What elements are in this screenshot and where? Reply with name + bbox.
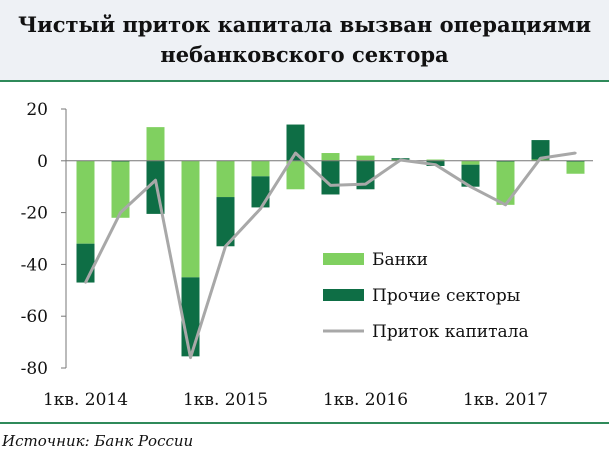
bar-other-7 <box>286 124 305 161</box>
bar-other-12 <box>461 164 480 187</box>
y-tick-label: -20 <box>21 204 48 224</box>
bar-banks-1 <box>76 160 95 244</box>
point-capital-flow-7 <box>294 151 297 155</box>
y-tick-label: -80 <box>21 359 48 379</box>
bar-other-4 <box>181 277 200 357</box>
bar-banks-7 <box>286 160 305 190</box>
legend-swatch-other <box>323 289 364 301</box>
point-capital-flow-2 <box>119 211 122 214</box>
bar-banks-8 <box>321 153 340 161</box>
bar-banks-3 <box>146 127 165 161</box>
axis-layer: 20 0 -20 -40 -60 -80 1кв. 2014 1кв. 2015 1кв. 20… <box>21 100 593 410</box>
legend-label-flow: Приток капитала <box>372 322 529 342</box>
bar-banks-13 <box>496 160 515 205</box>
bar-banks-2 <box>111 160 130 218</box>
title-band: Чистый приток капитала вызван операциями… <box>0 0 609 82</box>
point-capital-flow-11 <box>434 163 437 166</box>
point-capital-flow-14 <box>539 157 542 160</box>
bar-banks-4 <box>181 160 200 278</box>
bar-other-6 <box>251 176 270 208</box>
legend-label-other: Прочие секторы <box>372 286 520 306</box>
line-layer <box>84 151 577 360</box>
point-capital-flow-6 <box>259 207 262 210</box>
chart-area: 20 0 -20 -40 -60 -80 1кв. 2014 1кв. 2015 1кв. 20… <box>0 82 609 424</box>
point-capital-flow-4 <box>189 356 192 359</box>
legend-swatch-banks <box>323 253 364 265</box>
bars-layer <box>76 124 585 357</box>
bar-other-5 <box>216 197 235 247</box>
chart-svg: 20 0 -20 -40 -60 -80 1кв. 2014 1кв. 2015 1кв. 20… <box>21 100 593 410</box>
bar-banks-11 <box>426 159 445 161</box>
bar-banks-9 <box>356 155 375 161</box>
bar-banks-5 <box>216 160 235 198</box>
legend-label-banks: Банки <box>372 250 428 270</box>
point-capital-flow-9 <box>364 182 367 186</box>
point-capital-flow-8 <box>329 184 332 187</box>
chart-title: Чистый приток капитала вызван операциями… <box>0 10 609 70</box>
legend: Банки Прочие секторы Приток капитала <box>323 250 529 342</box>
source-note: Источник: Банк России <box>2 432 194 450</box>
point-capital-flow-5 <box>224 245 227 248</box>
bar-banks-12 <box>461 160 480 165</box>
bar-other-14 <box>531 140 550 160</box>
point-capital-flow-10 <box>399 158 402 162</box>
chart-title-line2: небанковского сектора <box>160 42 449 67</box>
bar-banks-6 <box>251 160 270 177</box>
x-tick-label: 1кв. 2016 <box>323 390 408 410</box>
point-capital-flow-13 <box>504 203 507 207</box>
x-tick-label: 1кв. 2014 <box>43 390 128 410</box>
chart-title-line1: Чистый приток капитала вызван операциями <box>17 12 592 37</box>
x-tick-label: 1кв. 2017 <box>463 390 548 410</box>
point-capital-flow-12 <box>469 185 472 188</box>
y-tick-label: 20 <box>26 100 48 120</box>
x-tick-label: 1кв. 2015 <box>183 390 268 410</box>
bar-banks-15 <box>566 160 585 174</box>
point-capital-flow-3 <box>154 179 157 182</box>
y-tick-label: -40 <box>21 255 48 275</box>
point-capital-flow-15 <box>574 151 577 155</box>
y-tick-label: 0 <box>37 152 48 172</box>
bar-other-1 <box>76 243 95 283</box>
point-capital-flow-1 <box>84 281 87 284</box>
y-tick-label: -60 <box>21 307 48 327</box>
